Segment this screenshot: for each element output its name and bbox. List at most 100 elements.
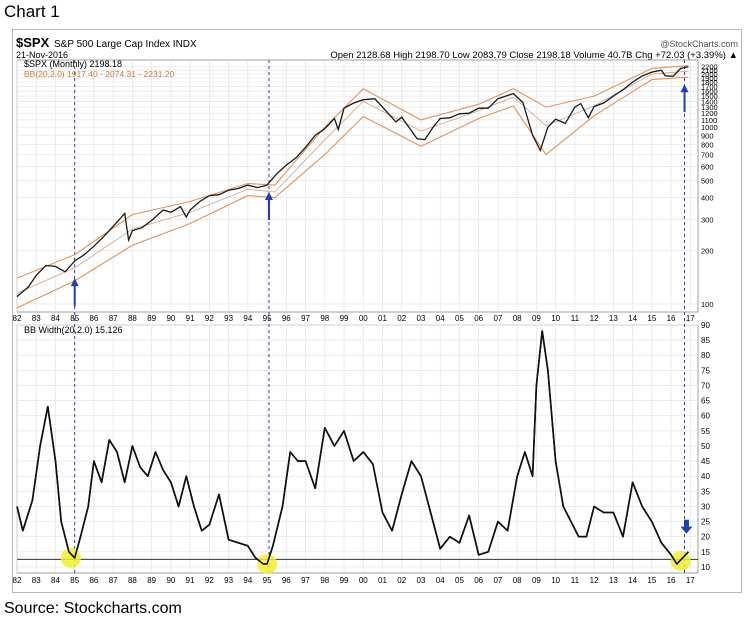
width-x-tick-label: 99: [340, 576, 349, 585]
width-y-tick-label: 50: [701, 442, 710, 451]
price-y-tick-label: 1400: [701, 97, 718, 106]
price-x-tick-label: 13: [609, 314, 618, 323]
width-panel: [16, 324, 699, 574]
price-y-tick-label: 1200: [701, 109, 718, 118]
width-x-tick-label: 03: [417, 576, 426, 585]
width-x-tick-label: 00: [359, 576, 368, 585]
price-y-tick-label: 1100: [701, 116, 717, 125]
width-x-tick-label: 96: [282, 576, 291, 585]
spx-price-line: [16, 66, 689, 298]
price-x-tick-label: 09: [532, 314, 541, 323]
blue-arrow-head: [70, 278, 79, 287]
width-x-tick-label: 92: [205, 576, 214, 585]
price-y-tick-label: 100: [701, 300, 714, 309]
width-y-tick-label: 60: [701, 412, 710, 421]
bb-upper-line: [16, 65, 689, 279]
price-x-tick-label: 15: [647, 314, 656, 323]
width-x-tick-label: 86: [89, 576, 98, 585]
price-y-tick-label: 700: [701, 151, 714, 160]
price-x-tick-label: 12: [590, 314, 599, 323]
price-x-tick-label: 87: [109, 314, 118, 323]
width-x-tick-label: 89: [147, 576, 156, 585]
price-x-tick-label: 88: [128, 314, 137, 323]
price-x-tick-label: 98: [320, 314, 329, 323]
width-x-tick-label: 04: [436, 576, 445, 585]
bb-legend: BB(20,2.0) 1917.40 - 2074.31 - 2231.20: [24, 69, 175, 79]
width-x-tick-label: 88: [128, 576, 137, 585]
blue-arrow-head: [680, 84, 689, 93]
price-x-tick-label: 94: [243, 314, 252, 323]
price-y-tick-label: 300: [701, 216, 714, 225]
bb-lower-line: [16, 76, 689, 309]
width-x-tick-label: 07: [493, 576, 502, 585]
price-x-tick-label: 01: [378, 314, 387, 323]
price-x-tick-label: 95: [263, 314, 272, 323]
price-x-tick-label: 11: [571, 314, 580, 323]
source-caption: Source: Stockcharts.com: [4, 600, 182, 617]
price-x-tick-label: 05: [455, 314, 464, 323]
price-x-tick-label: 04: [436, 314, 445, 323]
width-x-tick-label: 15: [647, 576, 656, 585]
price-x-tick-label: 92: [205, 314, 214, 323]
width-x-tick-label: 10: [551, 576, 560, 585]
price-x-tick-label: 99: [340, 314, 349, 323]
blue-arrow-head: [265, 191, 274, 200]
price-y-tick-label: 1800: [701, 78, 718, 87]
width-x-tick-label: 16: [667, 576, 676, 585]
price-x-tick-label: 10: [551, 314, 560, 323]
width-x-tick-label: 95: [263, 576, 272, 585]
price-x-tick-label: 16: [667, 314, 676, 323]
price-x-tick-label: 84: [51, 314, 60, 323]
price-y-tick-label: 1600: [701, 87, 718, 96]
price-x-tick-label: 82: [13, 314, 22, 323]
width-x-tick-label: 87: [109, 576, 118, 585]
width-x-tick-label: 97: [301, 576, 310, 585]
width-x-tick-label: 84: [51, 576, 60, 585]
width-x-tick-label: 91: [186, 576, 195, 585]
width-x-tick-label: 08: [513, 576, 522, 585]
width-x-tick-label: 82: [13, 576, 22, 585]
price-x-tick-label: 86: [89, 314, 98, 323]
width-y-tick-label: 65: [701, 397, 710, 406]
price-x-tick-label: 17: [686, 314, 695, 323]
width-x-tick-label: 09: [532, 576, 541, 585]
width-y-tick-label: 20: [701, 533, 710, 542]
price-x-tick-label: 96: [282, 314, 291, 323]
width-y-tick-label: 25: [701, 518, 710, 527]
price-y-tick-label: 800: [701, 140, 714, 149]
width-y-tick-label: 70: [701, 381, 710, 390]
width-y-tick-label: 15: [701, 548, 710, 557]
price-y-tick-label: 1700: [701, 82, 718, 91]
width-y-tick-label: 75: [701, 366, 710, 375]
description-label: S&P 500 Large Cap Index INDX: [54, 39, 197, 50]
price-x-tick-label: 83: [32, 314, 41, 323]
blue-down-arrow-shaft: [683, 519, 689, 527]
width-x-tick-label: 02: [397, 576, 406, 585]
price-y-tick-label: 2100: [701, 66, 718, 75]
width-x-tick-label: 14: [628, 576, 637, 585]
price-y-tick-label: 2200: [701, 63, 718, 72]
price-y-tick-label: 400: [701, 194, 714, 203]
highlight-circle: [60, 547, 81, 568]
chart-frame: [12, 29, 742, 593]
price-x-tick-label: 06: [474, 314, 483, 323]
width-x-tick-label: 85: [70, 576, 79, 585]
width-x-tick-label: 06: [474, 576, 483, 585]
width-legend: BB Width(20,2.0) 15.126: [24, 325, 123, 335]
price-x-tick-label: 90: [166, 314, 175, 323]
price-x-tick-label: 08: [513, 314, 522, 323]
price-x-tick-label: 14: [628, 314, 637, 323]
price-y-tick-label: 500: [701, 176, 714, 185]
price-x-tick-label: 03: [417, 314, 426, 323]
width-x-tick-label: 93: [224, 576, 233, 585]
width-x-tick-label: 17: [686, 576, 695, 585]
price-x-tick-label: 97: [301, 314, 310, 323]
width-x-tick-label: 94: [243, 576, 252, 585]
width-y-tick-label: 10: [701, 563, 710, 572]
price-legend: $SPX (Monthly) 2198.18: [24, 59, 122, 69]
price-x-tick-label: 91: [186, 314, 195, 323]
price-y-tick-label: 1300: [701, 103, 718, 112]
price-y-tick-label: 200: [701, 247, 714, 256]
width-x-tick-label: 12: [590, 576, 599, 585]
